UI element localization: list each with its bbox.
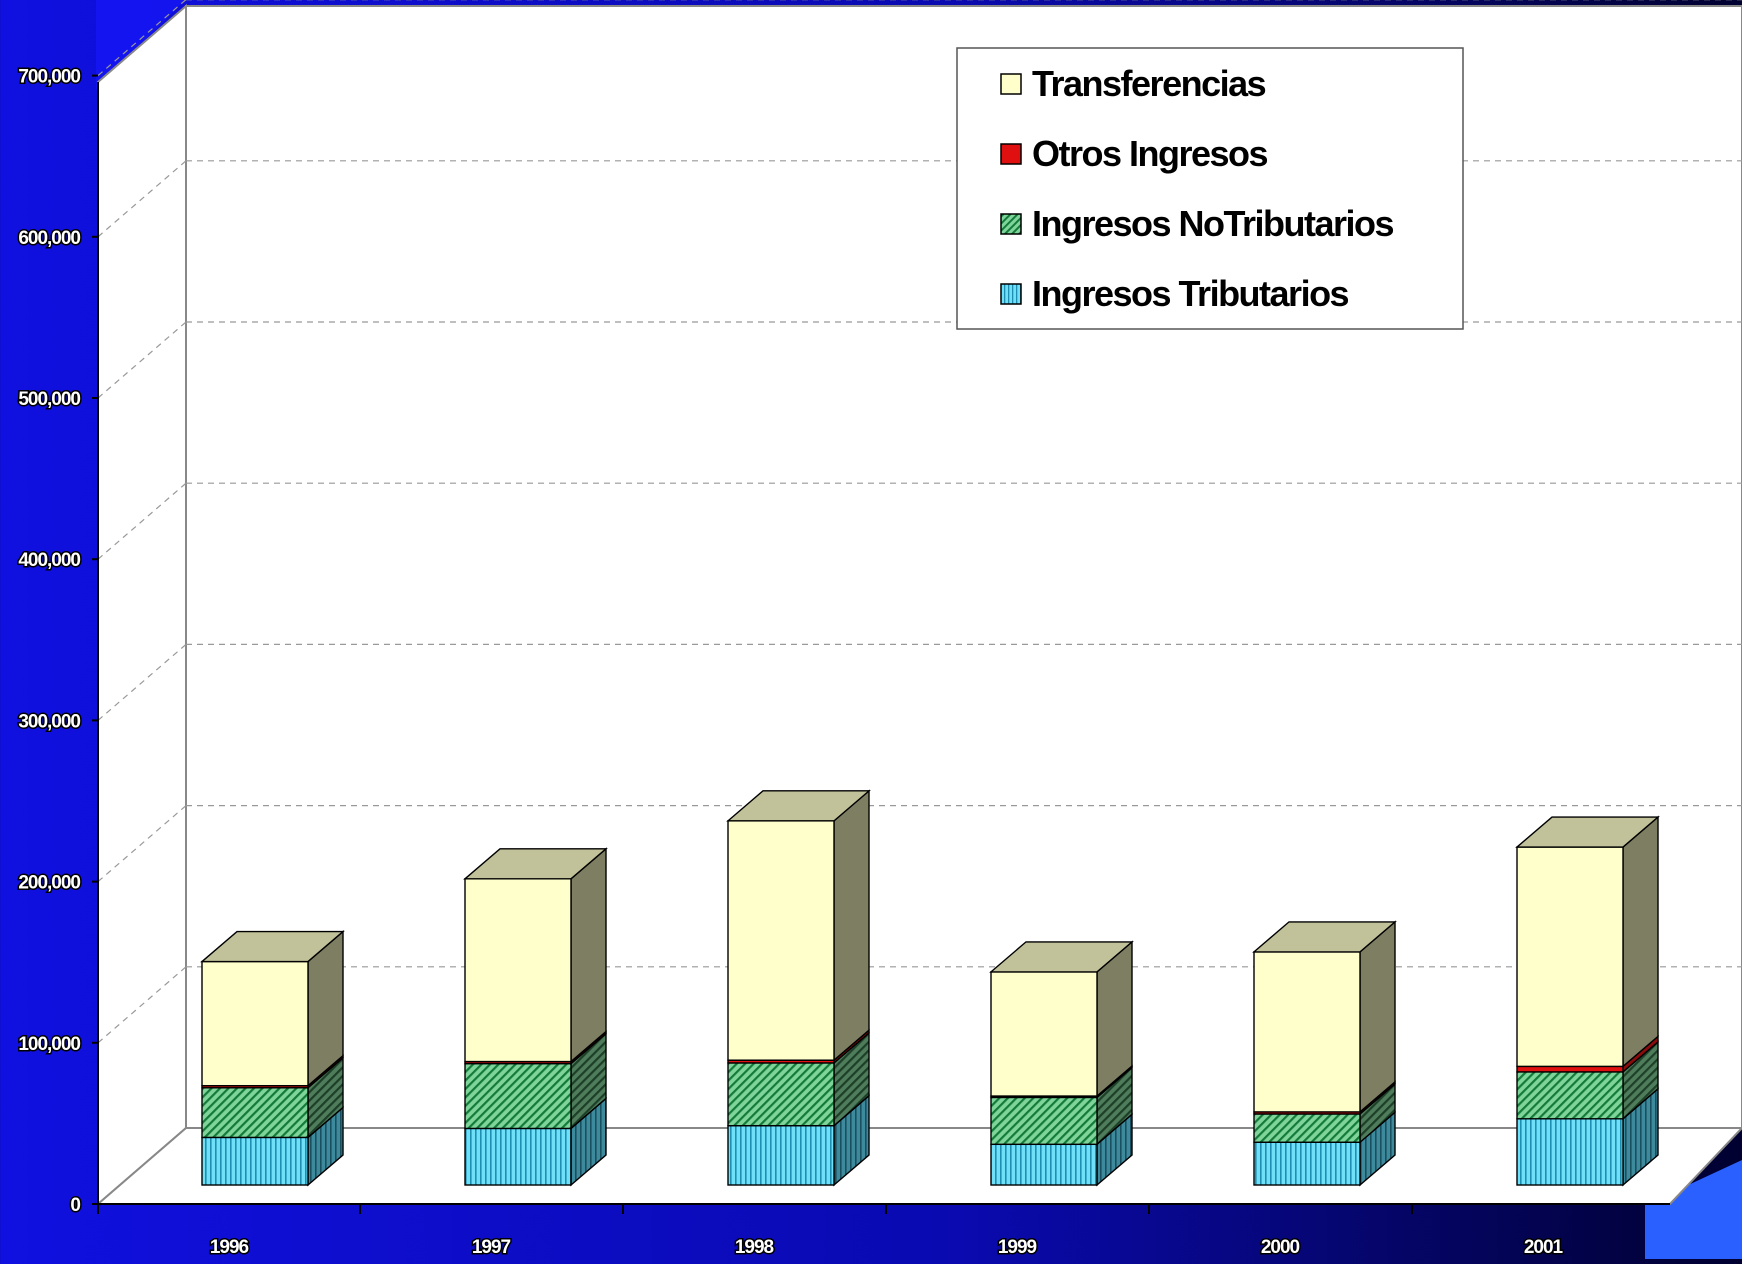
- gridline-side: [97, 160, 187, 238]
- x-tick-label: 2001: [1524, 1237, 1564, 1258]
- floor: [95, 1127, 1742, 1205]
- grid-lines: [97, 0, 1742, 1044]
- bar-top-face: [200, 930, 345, 963]
- bar-top-face: [726, 790, 871, 822]
- gridline-side: [97, 321, 187, 399]
- segment-ingresos-notributarios: [727, 1062, 835, 1127]
- y-tick-label: 100,000: [18, 1034, 80, 1055]
- segment-transferencias: [464, 878, 572, 1063]
- bars: [200, 789, 1660, 1187]
- segment-transferencias: [201, 960, 309, 1087]
- side-wall: [97, 3, 187, 1207]
- gridline-side: [97, 482, 187, 560]
- y-tick-label: 400,000: [18, 550, 80, 571]
- bar-top-face: [989, 941, 1134, 973]
- y-tick-label: 500,000: [18, 389, 80, 410]
- legend-item-ingresos-notributarios: Ingresos NoTributarios: [1000, 203, 1395, 244]
- segment-ingresos-tributarios: [1253, 1141, 1361, 1186]
- legend-label: Otros Ingresos: [1032, 133, 1268, 174]
- segment-ingresos-tributarios: [1516, 1118, 1624, 1186]
- legend-label: Ingresos NoTributarios: [1032, 203, 1394, 244]
- segment-ingresos-notributarios: [1516, 1071, 1624, 1120]
- axis-labels: 0 100,000 200,000 300,000 400,000 500,000 600,…: [17, 65, 1566, 1259]
- segment-ingresos-notributarios: [201, 1087, 309, 1139]
- axis: [92, 74, 1670, 1214]
- corner-decoration: [1645, 1160, 1742, 1259]
- segment-ingresos-tributarios: [990, 1143, 1098, 1186]
- gridline-side: [97, 0, 187, 77]
- segment-ingresos-tributarios: [727, 1124, 835, 1186]
- legend-label: Ingresos Tributarios: [1032, 273, 1349, 314]
- segment-transferencias: [1253, 951, 1361, 1113]
- segment-transferencias-side: [1622, 815, 1659, 1068]
- bar-top-face: [463, 848, 608, 880]
- bar-1998: [726, 789, 871, 1187]
- legend-item-otros-ingresos: Otros Ingresos: [1000, 133, 1269, 174]
- y-tick-label: 0: [70, 1195, 80, 1216]
- bar-1996: [200, 930, 345, 1187]
- gridline-side: [97, 805, 187, 883]
- bar-2000: [1252, 920, 1397, 1187]
- segment-transferencias: [727, 820, 835, 1061]
- bar-1999: [989, 940, 1134, 1187]
- gridline-side: [97, 643, 187, 721]
- segment-ingresos-tributarios: [201, 1136, 309, 1186]
- segment-transferencias-side: [570, 847, 607, 1064]
- segment-ingresos-notributarios: [1253, 1113, 1361, 1143]
- legend-label: Transferencias: [1032, 63, 1266, 104]
- legend-item-ingresos-tributarios: Ingresos Tributarios: [1000, 273, 1350, 314]
- x-tick-label: 1999: [998, 1237, 1037, 1258]
- segment-transferencias-side: [833, 789, 870, 1062]
- segment-transferencias: [1516, 846, 1624, 1068]
- segment-ingresos-notributarios: [464, 1062, 572, 1130]
- legend: Transferencias Otros Ingresos Ingresos N…: [956, 47, 1464, 330]
- x-tick-label: 1996: [210, 1237, 249, 1258]
- x-tick-label: 2000: [1261, 1237, 1300, 1258]
- bar-top-face: [1515, 816, 1660, 848]
- segment-transferencias: [990, 971, 1098, 1097]
- y-tick-label: 600,000: [18, 228, 80, 249]
- legend-item-transferencias: Transferencias: [1000, 63, 1267, 104]
- y-tick-label: 200,000: [18, 873, 80, 894]
- segment-transferencias-side: [1359, 920, 1396, 1114]
- bar-top-face: [1252, 921, 1397, 953]
- bar-1997: [463, 847, 608, 1187]
- y-tick-label: 300,000: [18, 711, 80, 732]
- segment-ingresos-tributarios: [464, 1127, 572, 1186]
- x-tick-label: 1998: [735, 1237, 774, 1258]
- segment-otros-ingresos: [1516, 1065, 1624, 1073]
- bar-2001: [1515, 815, 1660, 1187]
- gridline-side: [97, 966, 187, 1044]
- y-tick-label: 700,000: [18, 67, 80, 88]
- x-tick-label: 1997: [472, 1237, 511, 1258]
- segment-ingresos-notributarios: [990, 1096, 1098, 1146]
